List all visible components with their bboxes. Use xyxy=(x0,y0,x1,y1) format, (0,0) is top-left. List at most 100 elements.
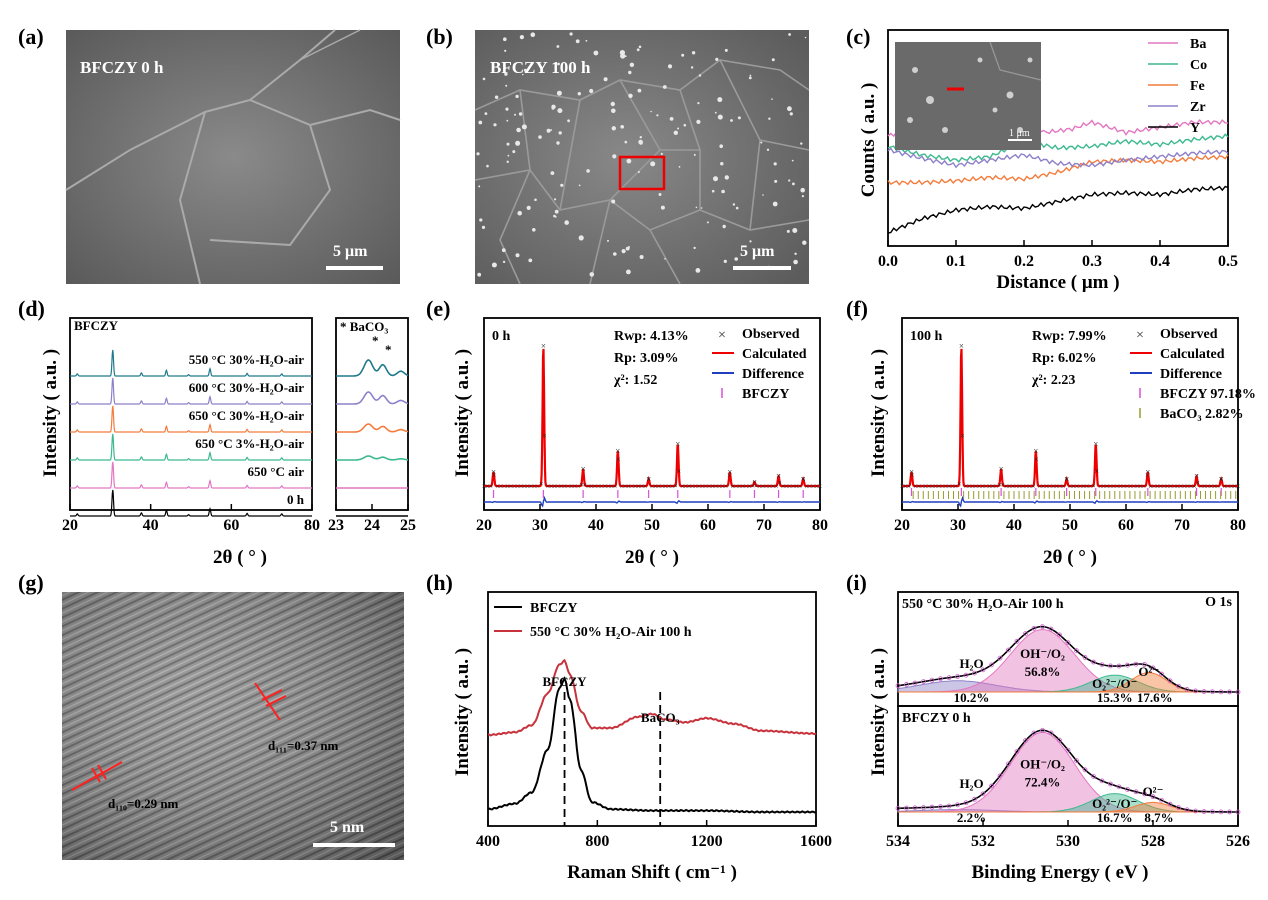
e-observed-mark: × xyxy=(603,482,608,491)
i-comp-name: O₂²⁻/O⁻ xyxy=(1092,796,1137,811)
f-observed-mark: × xyxy=(1011,482,1016,491)
surface-particle xyxy=(650,161,656,167)
f-observed-mark: × xyxy=(1212,482,1217,491)
e-observed-peak: × xyxy=(615,446,620,456)
i-data-point xyxy=(1048,626,1054,632)
i-data-point xyxy=(1125,662,1130,668)
f-calculated-line xyxy=(902,348,1238,488)
surface-particle xyxy=(678,166,681,168)
e-observed-mark: × xyxy=(740,482,745,491)
d-series-line xyxy=(70,349,312,377)
f-observed-mark: × xyxy=(1041,482,1046,491)
surface-particle xyxy=(621,249,626,254)
d-xtick-label: 20 xyxy=(62,517,78,534)
e-observed-mark: × xyxy=(522,482,527,491)
surface-particle xyxy=(804,36,807,39)
i-xtick-label: 532 xyxy=(971,833,995,850)
d-zoom-xtick-label: 24 xyxy=(364,517,380,534)
i-xtick-label: 528 xyxy=(1141,833,1165,850)
f-observed-peak: × xyxy=(959,341,964,351)
f-observed-mark: × xyxy=(920,482,925,491)
i-data-point xyxy=(1201,809,1207,814)
i-data-point xyxy=(1091,773,1096,779)
surface-particle xyxy=(628,93,633,99)
i-data-point xyxy=(1023,631,1028,637)
surface-particle xyxy=(556,141,560,145)
f-observed-mark: × xyxy=(1162,482,1167,491)
i-data-point xyxy=(1014,749,1020,754)
f-observed-mark: × xyxy=(1091,481,1096,490)
e-observed-mark: × xyxy=(788,482,793,491)
f-observed-mark: × xyxy=(933,482,938,491)
f-observed-mark: × xyxy=(1058,482,1063,491)
e-legend-label: Observed xyxy=(742,327,800,342)
f-observed-mark: × xyxy=(1071,482,1076,491)
i-title: O 1s xyxy=(1205,595,1232,610)
surface-particle xyxy=(556,90,562,96)
surface-particle xyxy=(523,68,527,72)
surface-particle xyxy=(639,255,644,259)
e-observed-mark: × xyxy=(653,482,658,491)
f-observed-mark: × xyxy=(1027,482,1032,491)
e-observed-mark: × xyxy=(599,482,604,491)
f-observed-mark: × xyxy=(1179,482,1184,491)
surface-particle xyxy=(479,218,483,222)
f-observed-mark: × xyxy=(964,482,969,491)
surface-particle xyxy=(629,62,635,67)
e-observed-mark: × xyxy=(532,482,537,491)
surface-particle xyxy=(522,73,524,76)
f-xtick-label: 70 xyxy=(1174,517,1190,534)
i-data-point xyxy=(1218,689,1224,695)
surface-particle xyxy=(730,119,733,122)
f-observed-mark: × xyxy=(1169,482,1174,491)
e-observed-mark: × xyxy=(761,482,766,491)
e-observed-mark: × xyxy=(754,482,759,491)
d-series-line xyxy=(70,461,312,489)
i-data-point xyxy=(1099,778,1105,784)
f-legend-label: Difference xyxy=(1160,367,1222,382)
i-data-point xyxy=(1235,809,1241,815)
surface-particle xyxy=(585,39,588,42)
f-observed-mark: × xyxy=(1132,482,1137,491)
f-observed-mark: × xyxy=(1038,482,1043,491)
surface-particle xyxy=(658,193,662,196)
e-legend-marker: × xyxy=(718,328,726,343)
surface-particle xyxy=(698,74,702,77)
panel-label-b: (b) xyxy=(426,24,453,49)
e-observed-mark: × xyxy=(720,482,725,491)
e-observed-mark: × xyxy=(693,482,698,491)
i-data-point xyxy=(1099,662,1105,668)
surface-particle xyxy=(560,183,564,187)
f-observed-mark: × xyxy=(1209,482,1214,491)
e-observed-mark: × xyxy=(529,482,534,491)
i-data-point xyxy=(972,796,977,802)
i-data-point xyxy=(989,783,994,789)
e-observed-mark: × xyxy=(744,482,749,491)
i-component-area xyxy=(898,731,1238,813)
e-observed-peak: × xyxy=(776,471,781,481)
f-observed-peak: × xyxy=(909,467,914,477)
f-observed-mark: × xyxy=(954,482,959,491)
chart-c: 0.0 0.1 0.2 0.3 0.4 0.5 Ba Co Fe Zr Y 1 μm Distanc… xyxy=(858,29,1238,293)
surface-particle xyxy=(660,205,665,210)
f-observed-mark: × xyxy=(1229,482,1234,491)
f-legend-label: Calculated xyxy=(1160,347,1225,362)
surface-particle xyxy=(478,185,481,188)
d-title: BFCZY xyxy=(74,318,119,333)
c-series-line-Fe xyxy=(887,154,1229,186)
surface-particle xyxy=(526,205,531,210)
e-observed-mark: × xyxy=(771,482,776,491)
e-observed-mark: × xyxy=(488,482,493,491)
e-observed-mark: × xyxy=(633,482,638,491)
d-zoom-annotation: * BaCO₃ xyxy=(340,319,388,334)
f-observed-mark: × xyxy=(947,482,952,491)
surface-particle xyxy=(639,136,642,139)
h-xtick-label: 1600 xyxy=(800,833,832,850)
f-observed-mark: × xyxy=(1001,480,1006,489)
surface-particle xyxy=(766,148,770,151)
f-observed-mark: × xyxy=(967,482,972,491)
d-series-label: 550 °C 30%-H₂O-air xyxy=(189,352,304,367)
surface-particle xyxy=(683,123,687,127)
e-observed-mark: × xyxy=(515,482,520,491)
f-xtick-label: 50 xyxy=(1062,517,1078,534)
